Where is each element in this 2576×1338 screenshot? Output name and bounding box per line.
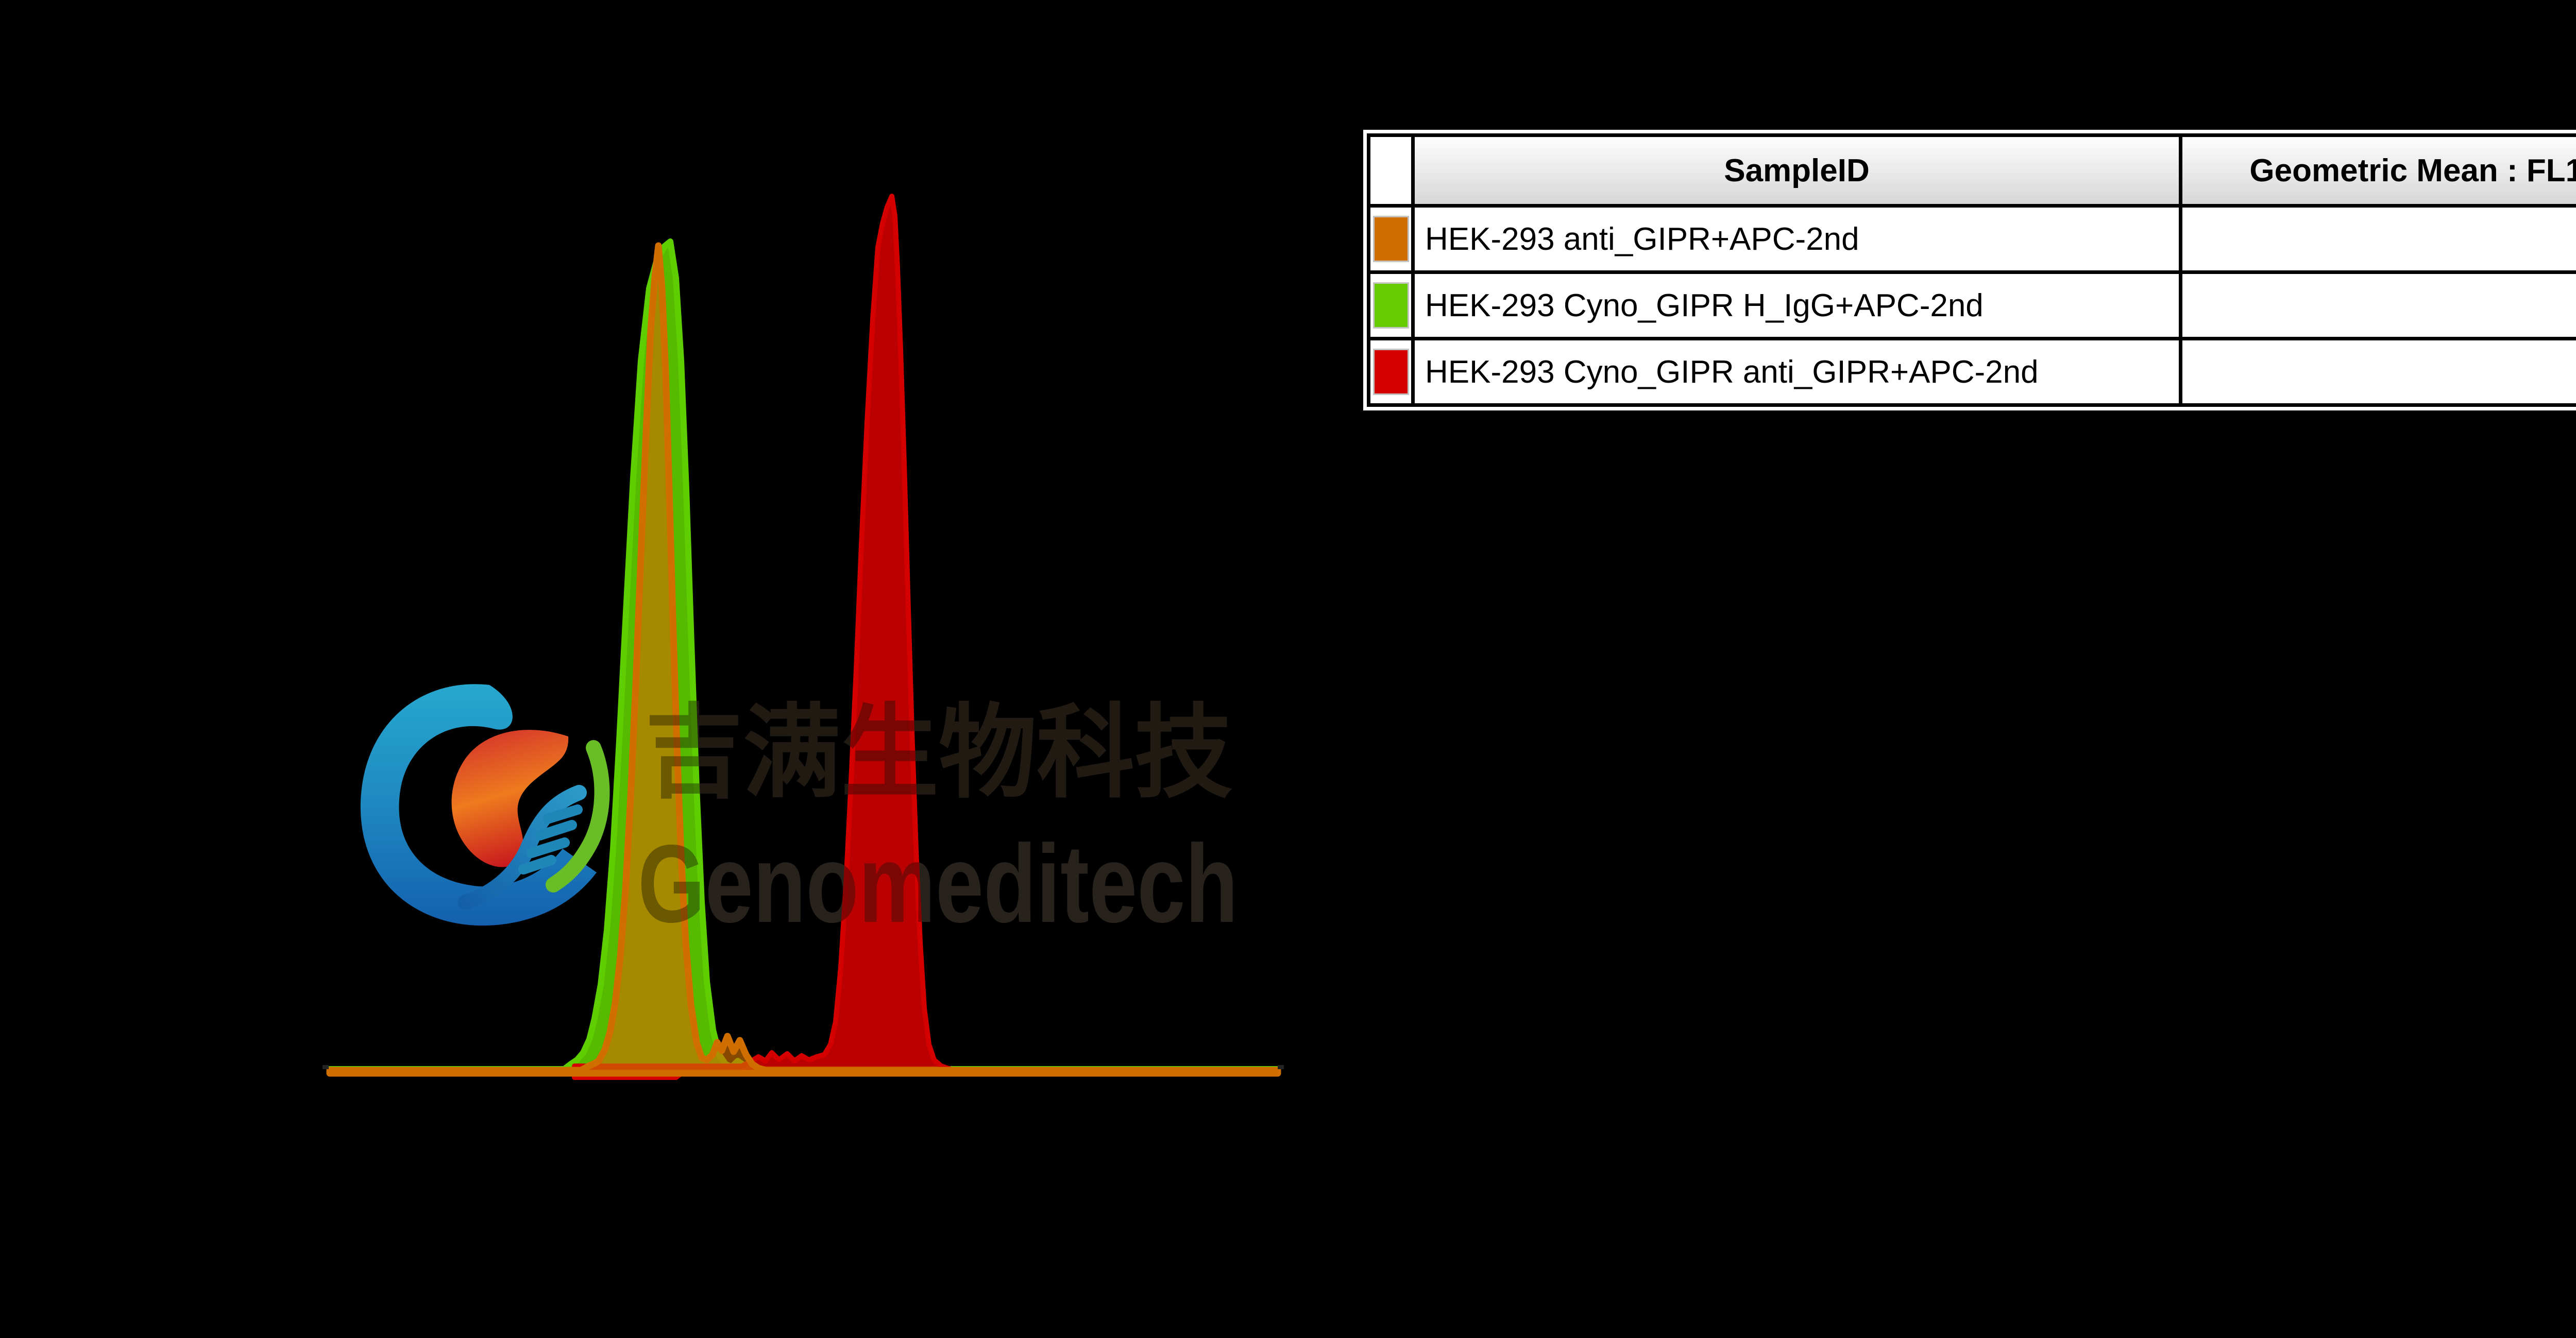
watermark-overlay-shadow: 吉满生物科技 Genomeditech (638, 696, 1238, 946)
series-color-swatch (1372, 216, 1409, 262)
logo-leaf-ribbon-icon (546, 740, 610, 893)
sample-id-cell: HEK-293 Cyno_GIPR H_IgG+APC-2nd (1411, 270, 2182, 340)
geometric-mean-cell: 385508 (2179, 337, 2576, 407)
logo-blue-swirl-icon (360, 684, 597, 926)
header-sample-id: SampleID (1411, 133, 2182, 208)
row-color-swatch-cell (1367, 204, 1415, 274)
logo-dna-rungs-icon (518, 804, 583, 874)
histogram-series-layer (326, 194, 1281, 1080)
statistics-table: SampleID Geometric Mean : FL11-H HEK-293… (1367, 133, 2576, 407)
series-color-swatch (1372, 349, 1409, 395)
geometric-mean-cell: 2378 (2179, 270, 2576, 340)
sample-id-cell: HEK-293 Cyno_GIPR anti_GIPR+APC-2nd (1411, 337, 2182, 407)
header-geometric-mean: Geometric Mean : FL11-H (2179, 133, 2576, 208)
geometric-mean-cell: 2219 (2179, 204, 2576, 274)
table-header-row: SampleID Geometric Mean : FL11-H (1367, 133, 2576, 208)
watermark-chinese-text: 吉满生物科技 (645, 696, 1232, 810)
header-swatch-column (1367, 133, 1415, 208)
table-row: HEK-293 Cyno_GIPR anti_GIPR+APC-2nd38550… (1367, 337, 2576, 407)
logo-dna-strand-icon (457, 785, 587, 910)
histogram-curve-green (327, 238, 1281, 1076)
series-color-swatch (1372, 282, 1409, 329)
histogram-curve-orange (326, 242, 1281, 1077)
table-row: HEK-293 anti_GIPR+APC-2nd2219 (1367, 204, 2576, 274)
watermark-english-shadow: Genomeditech (638, 821, 1238, 946)
table-row: HEK-293 Cyno_GIPR H_IgG+APC-2nd2378 (1367, 270, 2576, 340)
axis-tick-left (323, 1065, 329, 1069)
axis-tick-right (1278, 1065, 1284, 1069)
watermark-english-text: Genomeditech (638, 821, 1238, 946)
genomeditech-logo: 吉满生物科技 Genomeditech (360, 684, 1238, 946)
row-color-swatch-cell (1367, 337, 1415, 407)
logo-flame-icon (451, 730, 569, 867)
watermark-chinese-shadow: 吉满生物科技 (645, 696, 1232, 810)
statistics-table-panel: SampleID Geometric Mean : FL11-H HEK-293… (1363, 130, 2576, 410)
row-color-swatch-cell (1367, 270, 1415, 340)
histogram-curve-red (572, 194, 953, 1080)
sample-id-cell: HEK-293 anti_GIPR+APC-2nd (1411, 204, 2182, 274)
